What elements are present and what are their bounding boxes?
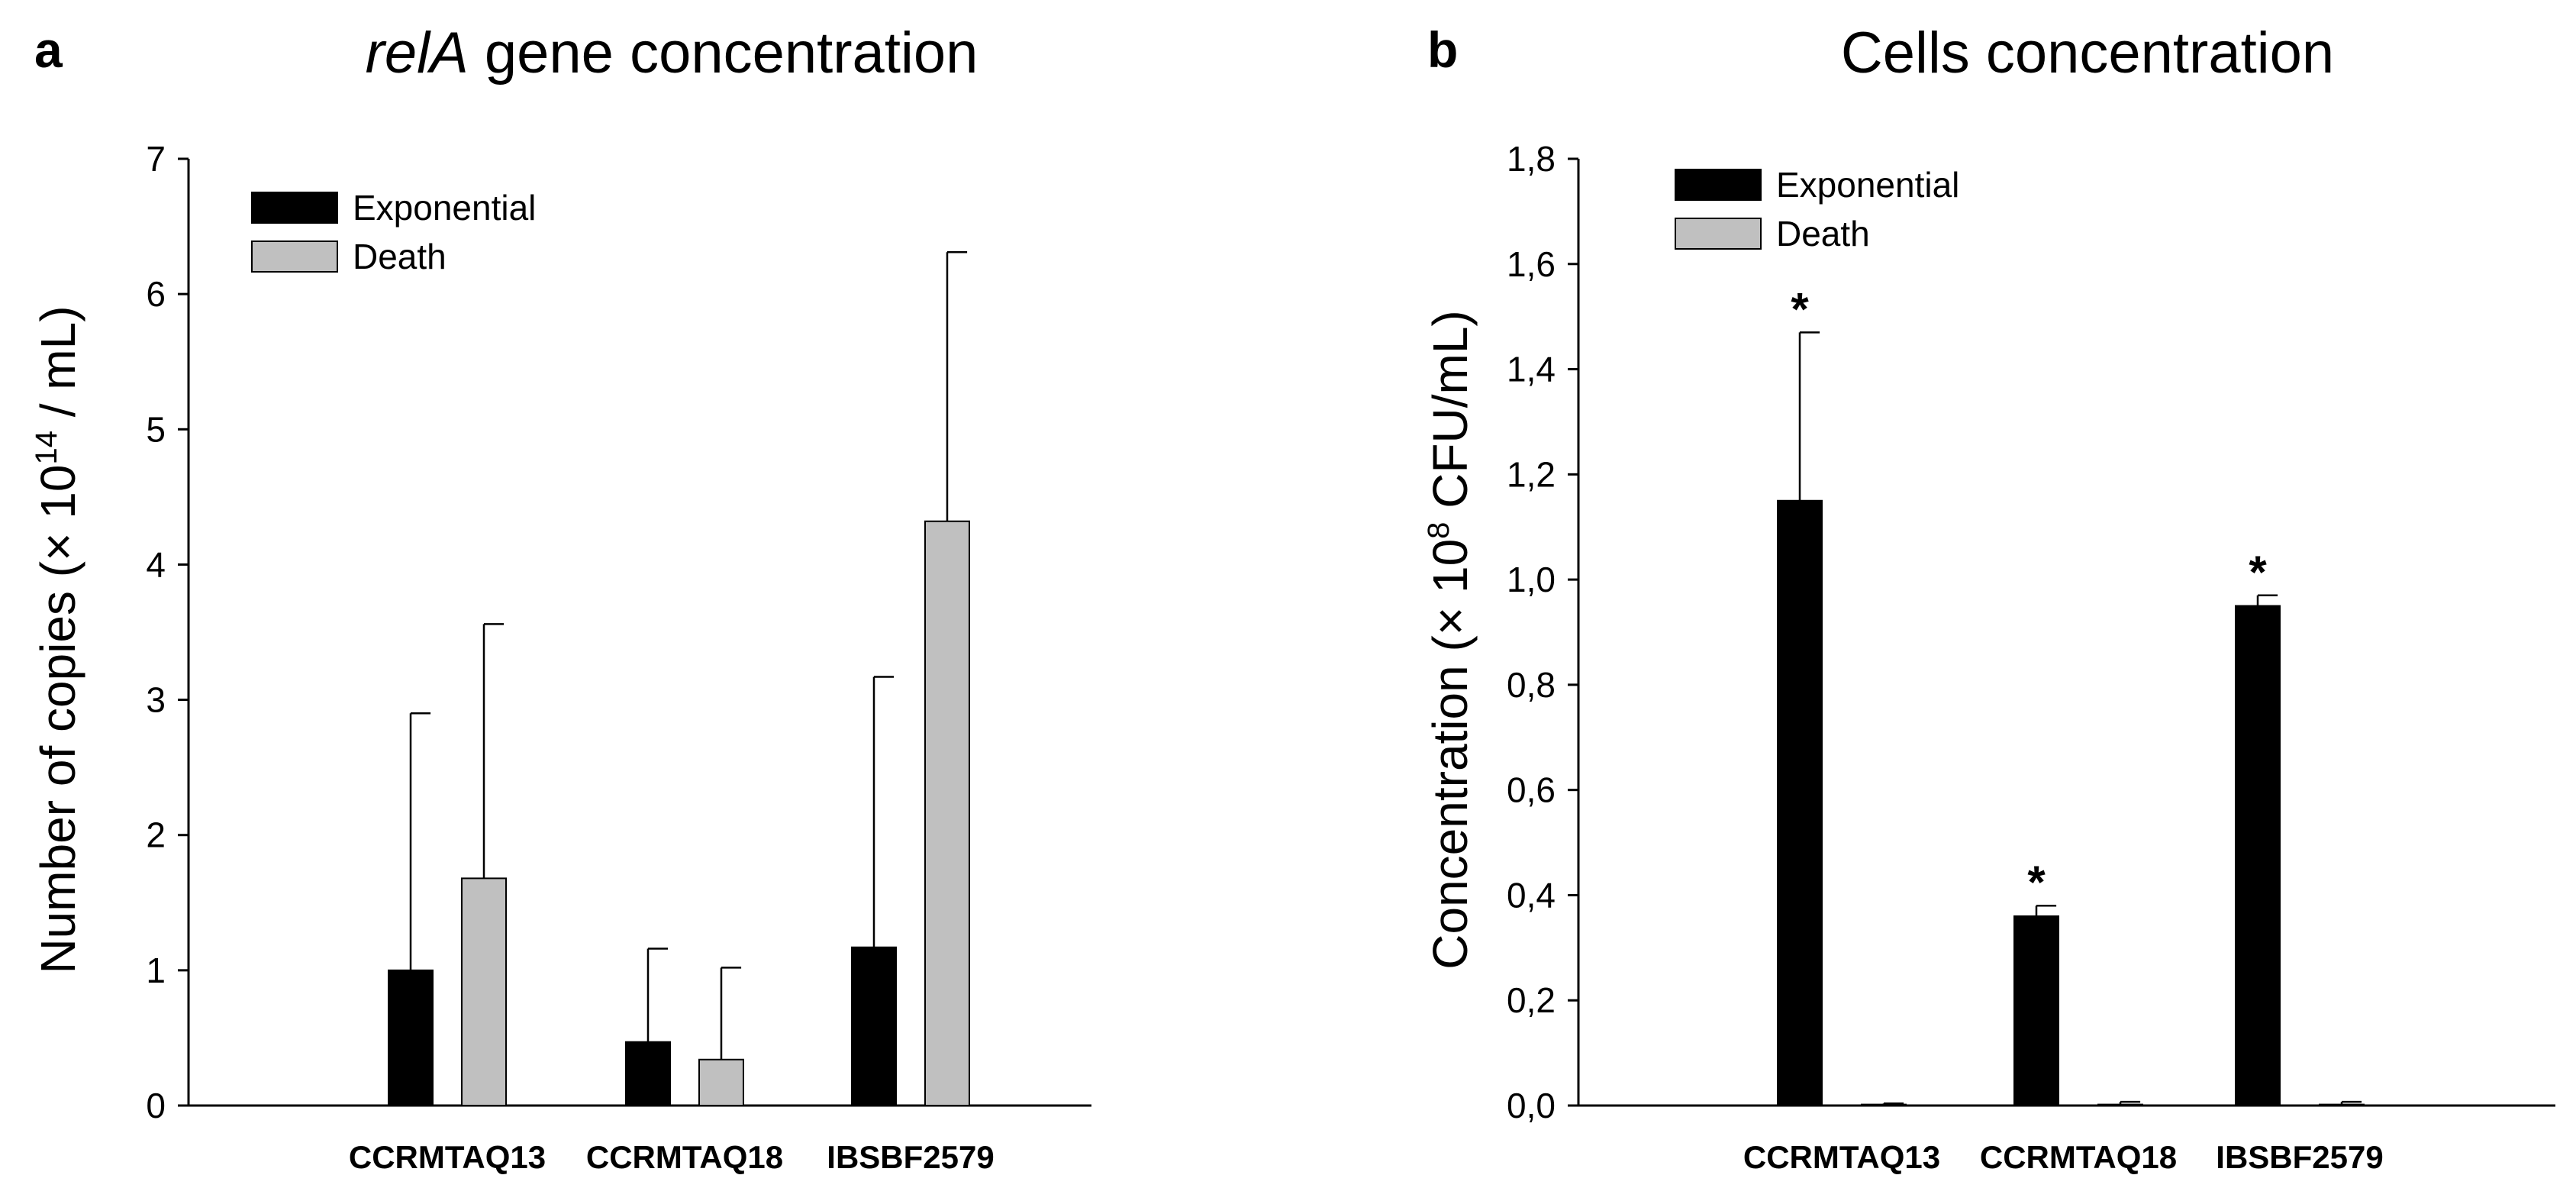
panel-a-category-label: CCRMTAQ18	[586, 1139, 783, 1175]
panel-b-legend-label-death: Death	[1776, 214, 1870, 253]
panel-a-title-rest: gene concentration	[469, 21, 978, 86]
panel-a-ytick-label: 3	[146, 680, 166, 720]
panel-b-ytick-label: 0,2	[1507, 980, 1556, 1020]
panel-a-legend-swatch-death	[251, 241, 338, 273]
panel-a-ytick-label: 0	[146, 1086, 166, 1125]
panel-a-title: relA gene concentration	[366, 21, 978, 86]
panel-b-legend-label-exponential: Exponential	[1776, 165, 1959, 205]
panel-b-legend-swatch-death	[1675, 218, 1762, 250]
panel-b-significance-star: *	[2027, 857, 2046, 908]
panel-b-letter: b	[1427, 21, 1458, 78]
panel-a-ytick-label: 2	[146, 815, 166, 855]
panel-b-title-rest: Cells concentration	[1841, 21, 2334, 86]
panel-b-ytick-label: 0,0	[1507, 1086, 1556, 1125]
panel-b-bar-exponential-ccrmtaq18	[2013, 915, 2059, 1106]
panel-a-legend-swatch-exponential	[251, 192, 338, 224]
panel-b-bar-death-ccrmtaq18	[2097, 1103, 2143, 1106]
panel-a-bar-exponential-ibsbf2579	[851, 946, 897, 1106]
panel-b-ytick-label: 0,6	[1507, 770, 1556, 810]
panel-a-bar-death-ccrmtaq13	[461, 877, 507, 1107]
panel-a-category-label: IBSBF2579	[827, 1139, 994, 1175]
panel-a-bar-death-ibsbf2579	[924, 520, 970, 1106]
panel-a-ytick-label: 6	[146, 274, 166, 314]
panel-b-bar-exponential-ibsbf2579	[2235, 605, 2281, 1106]
panel-a-bar-exponential-ccrmtaq18	[625, 1041, 671, 1106]
panel-a: a relA gene concentration Number of copi…	[30, 21, 978, 974]
panel-a-bar-death-ccrmtaq18	[698, 1058, 744, 1107]
panel-b-ytick-label: 0,8	[1507, 665, 1556, 705]
panel-b-ytick-label: 0,4	[1507, 875, 1556, 915]
panel-a-bar-exponential-ccrmtaq13	[388, 969, 434, 1107]
panel-b-category-label: CCRMTAQ13	[1743, 1139, 1940, 1175]
panel-b-plot: 0,0 0,2 0,4 0,6 0,8 1,0 1,2 1,4 1,6 1,8 * CCRMTAQ13…	[1507, 139, 2555, 1175]
panel-b-ytick-label: 1,0	[1507, 560, 1556, 599]
panel-a-title-italic: relA	[366, 21, 469, 86]
panel-a-ytick-label: 7	[146, 139, 166, 179]
panel-b-ylabel: Concentration (× 108 CFU/mL)	[1422, 310, 1478, 969]
panel-b-legend-swatch-exponential	[1675, 169, 1762, 201]
panel-b-category-label: IBSBF2579	[2216, 1139, 2383, 1175]
panel-b-ytick-label: 1,8	[1507, 139, 1556, 179]
panel-b: b Cells concentration Concentration (× 1…	[1422, 21, 2334, 970]
panel-a-legend-label-death: Death	[353, 237, 447, 276]
panel-a-letter: a	[34, 21, 63, 78]
panel-b-bar-death-ibsbf2579	[2319, 1103, 2365, 1106]
panel-a-ytick-label: 4	[146, 544, 166, 584]
panel-a-category-label: CCRMTAQ13	[349, 1139, 546, 1175]
panel-b-bar-exponential-ccrmtaq13	[1777, 499, 1823, 1106]
panel-b-bar-death-ccrmtaq13	[1861, 1103, 1907, 1106]
panel-a-ylabel: Number of copies (× 1014 / mL)	[30, 305, 85, 973]
panel-a-ytick-label: 5	[146, 409, 166, 449]
panel-b-category-label: CCRMTAQ18	[1980, 1139, 2177, 1175]
panel-a-plot: 0 1 2 3 4 5 6 7 CCRMTAQ13 CCRMTAQ18 IBSBF2579 Expon…	[146, 139, 1091, 1175]
panel-b-ytick-label: 1,4	[1507, 350, 1556, 389]
panel-b-ytick-label: 1,2	[1507, 454, 1556, 494]
panel-b-ytick-label: 1,6	[1507, 244, 1556, 284]
panel-b-title: Cells concentration	[1841, 21, 2334, 86]
panel-b-significance-star: *	[2249, 547, 2267, 598]
panel-b-significance-star: *	[1791, 283, 1809, 334]
panel-a-ytick-label: 1	[146, 951, 166, 990]
panel-a-legend-label-exponential: Exponential	[353, 188, 536, 228]
